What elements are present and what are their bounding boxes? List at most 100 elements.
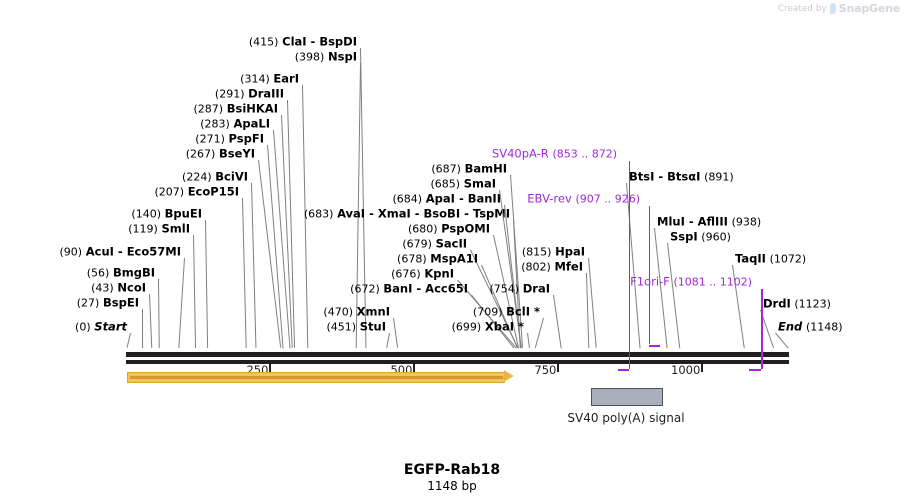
site-enzyme: NspI bbox=[328, 49, 357, 64]
site-enzyme: BciVI bbox=[215, 169, 248, 184]
site-leader-line bbox=[126, 332, 131, 349]
site-label-drai: (754) DraI bbox=[489, 283, 550, 296]
ruler-tick-label: 1000 bbox=[671, 363, 701, 377]
ruler-tick bbox=[557, 364, 560, 372]
backbone-line-inner bbox=[125, 360, 789, 364]
plasmid-title: EGFP-Rab18 bbox=[403, 462, 501, 478]
site-label-bpuei: (140) BpuEI bbox=[131, 208, 202, 221]
site-position: (699) bbox=[451, 320, 482, 334]
site-leader-line bbox=[158, 278, 160, 349]
site-leader-line bbox=[667, 242, 681, 349]
primer-label-sv40pa-r: SV40pA-R (853 .. 872) bbox=[492, 148, 617, 161]
site-label-pspomi: (680) PspOMI bbox=[408, 223, 490, 236]
site-leader-line bbox=[386, 332, 390, 349]
site-position: (451) bbox=[326, 320, 357, 334]
site-position: (679) bbox=[402, 237, 432, 251]
site-label-btsi-bts-i: BtsI - BtsαI (891) bbox=[629, 171, 734, 184]
site-enzyme: EarI bbox=[273, 71, 299, 86]
site-enzyme: BspEI bbox=[103, 295, 139, 310]
site-position: (398) bbox=[294, 50, 325, 64]
site-label-kpni: (676) KpnI bbox=[391, 268, 454, 281]
site-position: (90) bbox=[59, 245, 83, 259]
plasmid-length: 1148 bp bbox=[427, 479, 477, 493]
site-label-bamhi: (687) BamHI bbox=[431, 163, 507, 176]
site-enzyme: BtsI - BtsαI bbox=[629, 169, 701, 184]
site-label-xmni: (470) XmnI bbox=[323, 306, 390, 319]
site-enzyme: SspI bbox=[670, 229, 698, 244]
primer-bracket-bar bbox=[617, 369, 629, 371]
site-position: (815) bbox=[521, 245, 552, 259]
ruler-tick bbox=[269, 364, 272, 372]
site-enzyme: BamHI bbox=[464, 161, 507, 176]
site-enzyme: StuI bbox=[359, 319, 386, 334]
site-position: (271) bbox=[195, 132, 225, 146]
site-label-ecop15i: (207) EcoP15I bbox=[154, 186, 239, 199]
site-position: (1148) bbox=[805, 320, 843, 334]
site-label-start: (0) Start bbox=[75, 321, 127, 334]
site-leader-line bbox=[251, 182, 257, 348]
site-leader-line bbox=[242, 197, 247, 348]
site-enzyme: BclI * bbox=[506, 304, 540, 319]
site-label-stui: (451) StuI bbox=[327, 321, 387, 334]
site-enzyme: ApaLI bbox=[233, 116, 271, 131]
primer-label-f1ori-f: F1ori-F (1081 .. 1102) bbox=[630, 276, 752, 289]
site-enzyme: PspFI bbox=[228, 131, 264, 146]
site-enzyme: DraI bbox=[522, 281, 550, 296]
site-label-smli: (119) SmlI bbox=[128, 223, 190, 236]
primer-leader-line bbox=[628, 161, 631, 369]
site-enzyme: BanI - Acc65I bbox=[383, 281, 468, 296]
primer-leader-line bbox=[648, 206, 651, 344]
site-enzyme: MspA1I bbox=[430, 251, 478, 266]
watermark-prefix: Created by bbox=[777, 3, 827, 14]
site-position: (291) bbox=[214, 87, 245, 101]
site-position: (119) bbox=[128, 222, 158, 236]
snapgene-watermark: Created by SnapGene bbox=[778, 2, 900, 15]
orf-arrow-head-inner bbox=[503, 371, 512, 381]
site-position: (43) bbox=[91, 281, 114, 295]
site-position: (0) bbox=[75, 320, 91, 334]
site-position: (685) bbox=[430, 177, 461, 191]
primer-range: (853 .. 872) bbox=[552, 147, 617, 161]
site-leader-line bbox=[553, 294, 562, 349]
site-enzyme: MluI - AflIII bbox=[657, 214, 728, 229]
site-enzyme: ApaI - BanII bbox=[425, 191, 501, 206]
orf-arrow-core bbox=[129, 376, 503, 379]
site-label-end: End (1148) bbox=[778, 321, 843, 334]
site-position: (709) bbox=[472, 305, 503, 319]
site-leader-line bbox=[360, 47, 367, 349]
site-position: (56) bbox=[86, 266, 110, 280]
primer-bracket-sv40pa-r bbox=[617, 366, 629, 376]
site-leader-line bbox=[588, 257, 597, 349]
site-position: (314) bbox=[240, 72, 270, 86]
primer-range: (907 .. 926) bbox=[575, 192, 640, 206]
backbone-line-outer bbox=[125, 352, 789, 357]
site-enzyme: Start bbox=[94, 319, 127, 334]
site-position: (678) bbox=[397, 252, 427, 266]
site-position: (960) bbox=[701, 230, 731, 244]
site-enzyme: NcoI bbox=[117, 280, 146, 295]
site-label-bcli-: (709) BclI * bbox=[473, 306, 540, 319]
site-label-bsihkai: (287) BsiHKAI bbox=[193, 103, 278, 116]
primer-bracket-ebv-rev bbox=[648, 340, 660, 350]
site-enzyme: DraIII bbox=[248, 86, 284, 101]
site-enzyme: HpaI bbox=[555, 244, 585, 259]
site-position: (938) bbox=[731, 215, 762, 229]
site-position: (1072) bbox=[769, 252, 807, 266]
site-enzyme: TaqII bbox=[735, 251, 766, 266]
site-enzyme: BmgBI bbox=[112, 265, 155, 280]
site-leader-line bbox=[142, 308, 144, 349]
site-label-smai: (685) SmaI bbox=[430, 178, 496, 191]
site-leader-line bbox=[775, 332, 789, 349]
primer-bracket-bar bbox=[648, 345, 660, 347]
site-leader-line bbox=[534, 317, 544, 349]
site-enzyme: End bbox=[778, 319, 803, 334]
site-label-pspfi: (271) PspFI bbox=[195, 133, 264, 146]
site-position: (287) bbox=[193, 102, 224, 116]
primer-bracket-bar bbox=[748, 369, 761, 371]
site-position: (680) bbox=[407, 222, 438, 236]
site-position: (470) bbox=[323, 305, 354, 319]
site-label-hpai: (815) HpaI bbox=[522, 246, 585, 259]
site-label-sspi: SspI (960) bbox=[670, 231, 731, 244]
site-label-apali: (283) ApaLI bbox=[200, 118, 270, 131]
site-label-acui-eco57mi: (90) AcuI - Eco57MI bbox=[59, 246, 181, 259]
